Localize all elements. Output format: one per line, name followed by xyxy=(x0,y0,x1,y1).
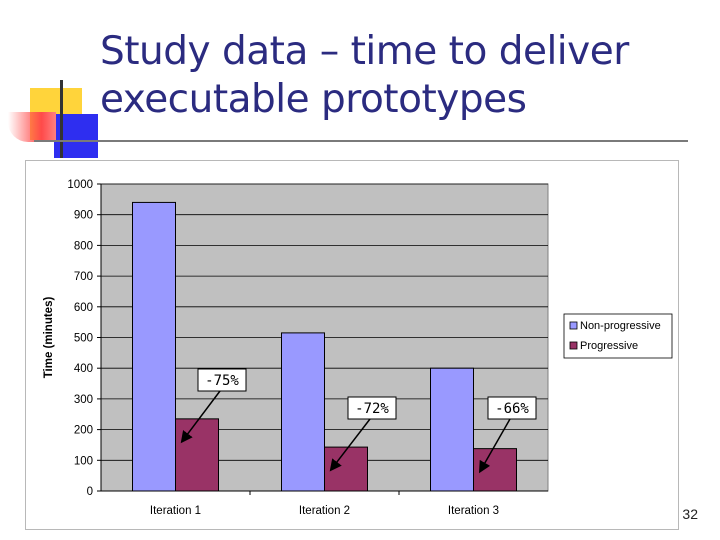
y-tick-label: 400 xyxy=(74,363,93,375)
title-divider xyxy=(34,140,688,142)
y-tick-label: 0 xyxy=(87,486,93,498)
bar-progressive-1 xyxy=(175,418,219,492)
annotation-box xyxy=(347,396,397,420)
annotation-label: -75% xyxy=(205,373,239,389)
annotation-arrow xyxy=(329,418,371,472)
legend-box xyxy=(563,313,673,359)
annotation-box xyxy=(197,368,247,392)
y-tick-label: 200 xyxy=(74,425,93,437)
y-tick-label: 700 xyxy=(74,271,93,283)
y-tick-label: 800 xyxy=(74,240,93,252)
bar-chart: 0 100 200 300 400 500 600 700 800 900 1000 Time (mi… xyxy=(43,179,673,517)
page-number: 32 xyxy=(682,506,698,522)
title-line-1: Study data – time to deliver xyxy=(100,29,629,74)
y-axis-label: Time (minutes) xyxy=(43,297,55,379)
y-tick-label: 1000 xyxy=(67,179,93,191)
legend-label: Progressive xyxy=(580,340,638,352)
bar-non-progressive-1 xyxy=(132,201,176,492)
bar-progressive-2 xyxy=(324,446,368,492)
y-tick-label: 900 xyxy=(74,210,93,222)
y-tick-label: 300 xyxy=(74,394,93,406)
y-tick-label: 500 xyxy=(74,333,93,345)
bar-non-progressive-3 xyxy=(430,367,474,492)
decorative-red-bar xyxy=(8,112,56,142)
annotation-label: -72% xyxy=(355,401,389,417)
slide-title: Study data – time to deliver executable … xyxy=(100,28,700,124)
annotation-box xyxy=(487,396,537,420)
title-line-2: executable prototypes xyxy=(100,77,527,122)
x-tick-label: Iteration 2 xyxy=(299,505,350,517)
x-tick-label: Iteration 3 xyxy=(448,505,499,517)
x-tick-label: Iteration 1 xyxy=(150,505,201,517)
bar-non-progressive-2 xyxy=(281,332,325,492)
bar-progressive-3 xyxy=(473,448,517,492)
annotation-label: -66% xyxy=(495,401,529,417)
y-tick-label: 100 xyxy=(74,455,93,467)
y-tick-label: 600 xyxy=(74,302,93,314)
decorative-vertical-line xyxy=(60,80,63,158)
chart-frame: 0 100 200 300 400 500 600 700 800 900 1000 Time (mi… xyxy=(25,160,679,530)
legend-label: Non-progressive xyxy=(580,320,661,332)
annotation-arrow xyxy=(180,390,221,444)
legend-swatch xyxy=(569,341,578,350)
legend-swatch xyxy=(569,321,578,330)
annotation-arrow xyxy=(479,418,511,474)
